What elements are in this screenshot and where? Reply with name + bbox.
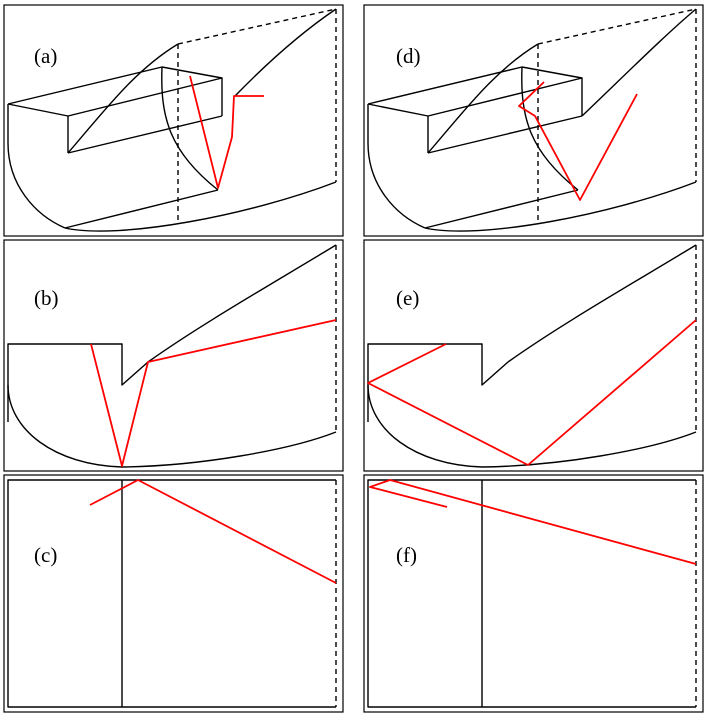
panel-f-ray-path — [369, 479, 697, 565]
panel-b: (b) — [3, 239, 344, 472]
panel-d-frame — [363, 4, 704, 237]
panel-b-label: (b) — [34, 286, 59, 310]
panel-c-frame — [3, 474, 344, 713]
panel-f: (f) — [363, 474, 704, 713]
panel-a-frame — [3, 4, 344, 237]
panel-b-geometry — [7, 244, 337, 468]
panel-d-ray-path — [518, 81, 638, 201]
panel-c: (c) — [3, 474, 344, 713]
panel-c-geometry — [7, 479, 337, 708]
panel-e-frame — [363, 239, 704, 472]
panel-d: (d) — [363, 4, 704, 237]
panel-e-geometry — [367, 244, 697, 468]
panel-a-geometry — [7, 8, 337, 232]
panel-c-ray-path — [89, 479, 337, 584]
panel-b-frame — [3, 239, 344, 472]
panel-a-label: (a) — [34, 44, 57, 68]
panel-f-geometry — [367, 479, 697, 708]
panel-f-frame — [363, 474, 704, 713]
panel-b-ray-path — [90, 319, 337, 467]
panel-e: (e) — [363, 239, 704, 472]
panel-c-label: (c) — [34, 543, 57, 567]
panel-e-label: (e) — [396, 286, 419, 310]
panel-d-geometry — [367, 8, 697, 232]
panel-f-label: (f) — [396, 543, 417, 567]
panel-e-ray-path — [367, 319, 697, 466]
panel-d-label: (d) — [396, 44, 421, 68]
panel-a-ray-path — [189, 75, 264, 189]
panel-a: (a) — [3, 4, 344, 237]
